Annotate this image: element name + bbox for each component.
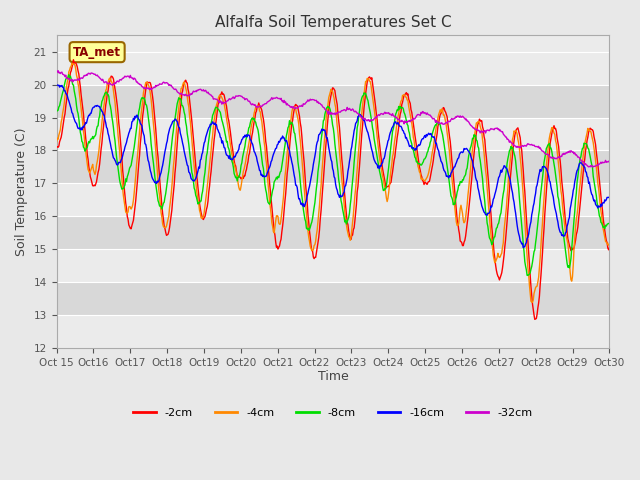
Y-axis label: Soil Temperature (C): Soil Temperature (C) bbox=[15, 127, 28, 256]
Bar bbox=[56, 282, 609, 315]
Title: Alfalfa Soil Temperatures Set C: Alfalfa Soil Temperatures Set C bbox=[214, 15, 451, 30]
Bar bbox=[56, 315, 609, 348]
Bar bbox=[56, 118, 609, 150]
Bar bbox=[56, 52, 609, 84]
X-axis label: Time: Time bbox=[317, 370, 348, 384]
Bar bbox=[56, 216, 609, 249]
Bar bbox=[56, 84, 609, 118]
Bar bbox=[56, 249, 609, 282]
Text: TA_met: TA_met bbox=[73, 46, 121, 59]
Bar bbox=[56, 183, 609, 216]
Bar bbox=[56, 150, 609, 183]
Legend: -2cm, -4cm, -8cm, -16cm, -32cm: -2cm, -4cm, -8cm, -16cm, -32cm bbox=[129, 403, 537, 422]
